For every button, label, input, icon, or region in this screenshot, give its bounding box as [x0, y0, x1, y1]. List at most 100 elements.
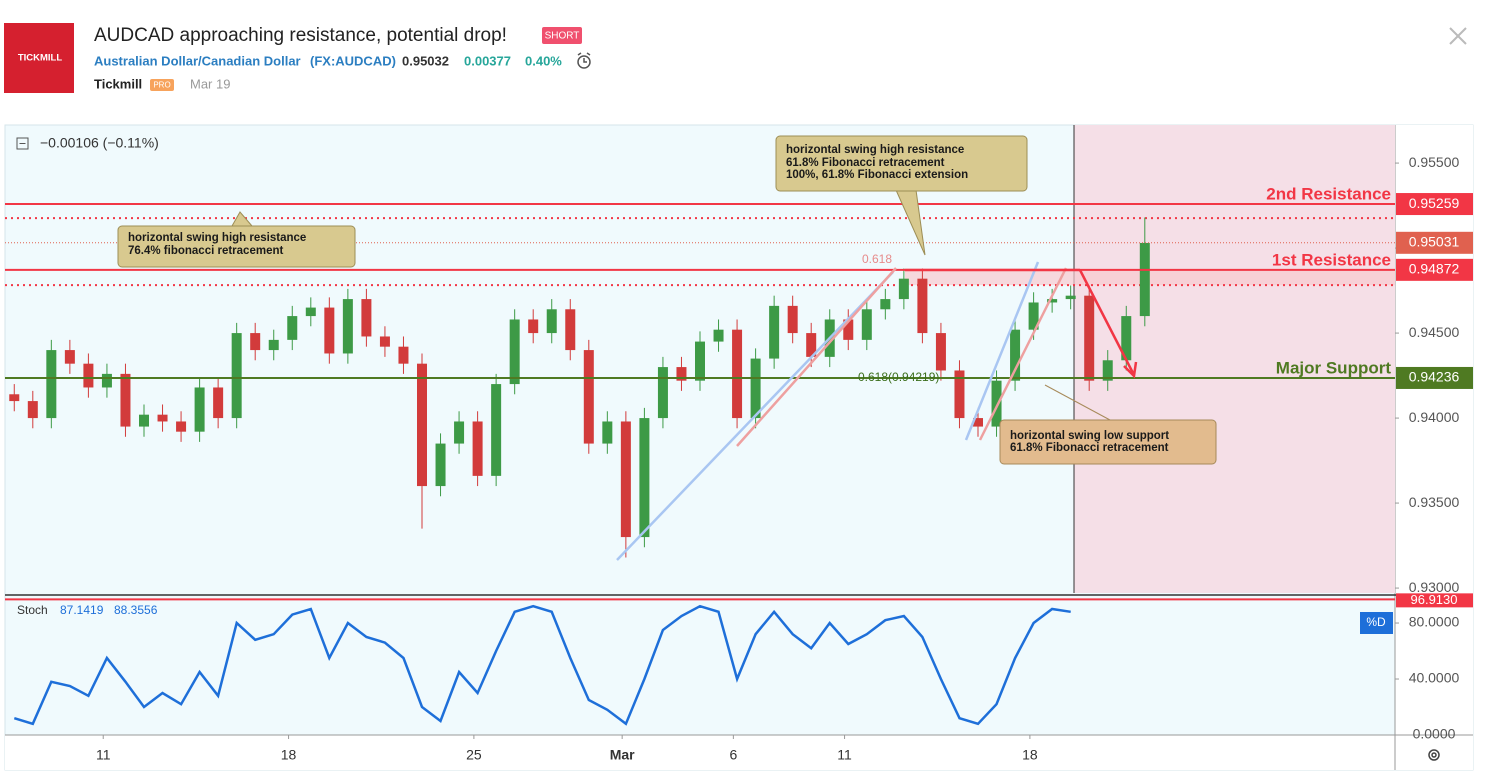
candle-body	[676, 367, 687, 381]
indicator-value: 88.3556	[114, 603, 158, 617]
candle-body	[417, 363, 427, 487]
y-tick-label: 0.94500	[1409, 324, 1460, 340]
logo-text: TICKMILL	[18, 53, 63, 64]
symbol[interactable]: (FX:AUDCAD)	[310, 53, 396, 68]
y-tick-label: 0.93500	[1409, 494, 1460, 510]
candle-body	[1028, 302, 1039, 330]
candle-body	[454, 421, 465, 444]
candle-body	[305, 307, 316, 317]
y-tick-label: 0.94000	[1409, 409, 1460, 425]
callout-tail	[231, 211, 253, 227]
idea-title: AUDCAD approaching resistance, potential…	[94, 25, 507, 46]
price: 0.95032	[402, 53, 449, 68]
resistance-zone	[905, 269, 1395, 286]
candle-body	[139, 414, 149, 427]
candle-body	[565, 309, 576, 351]
candle-body	[231, 333, 242, 419]
callout-text: horizontal swing high resistance	[128, 232, 306, 244]
author-badge	[150, 79, 174, 91]
candle-body	[1139, 242, 1150, 317]
callout-text: 100%, 61.8% Fibonacci extension	[786, 169, 968, 181]
level-label: 0.95259	[1409, 195, 1460, 211]
candle-body	[1047, 299, 1058, 303]
candle-body	[695, 341, 705, 381]
indicator-badge-text: %D	[1366, 615, 1386, 629]
x-tick-label: Mar	[610, 747, 635, 763]
indicator-line	[13, 604, 1071, 726]
candle-body	[176, 421, 187, 432]
author-badge-text: PRO	[153, 81, 170, 90]
level-name: 1st Resistance	[1272, 250, 1391, 269]
candle-body	[398, 346, 409, 364]
candle-body	[509, 319, 520, 385]
callout-tail	[895, 189, 926, 256]
x-tick-label: 6	[729, 747, 737, 763]
candle-body	[268, 339, 279, 351]
drawings	[616, 261, 1138, 561]
candle-body	[991, 380, 1002, 427]
candle-body	[1121, 316, 1132, 361]
candle-body	[194, 387, 205, 432]
level-box	[1396, 366, 1473, 389]
candle-body	[861, 309, 872, 340]
y-tick-label: 80.0000	[1409, 614, 1460, 630]
symbol-name[interactable]: Australian Dollar/Canadian Dollar	[94, 53, 301, 68]
callout-text: horizontal swing high resistance	[786, 144, 964, 156]
change-pct: 0.40%	[525, 53, 562, 68]
callout-tail	[1044, 384, 1111, 421]
badge-text: SHORT	[545, 31, 580, 42]
candle-body	[324, 307, 335, 354]
level-label: 0.94236	[1409, 369, 1460, 385]
candle-body	[750, 358, 761, 419]
candle-body	[583, 350, 594, 444]
candle-body	[46, 350, 57, 419]
time-axis	[5, 735, 1473, 770]
y-tick-label: 0.93000	[1409, 579, 1460, 595]
candle-body	[954, 370, 965, 419]
candle-body	[120, 373, 131, 427]
fib-label: 0.618	[862, 252, 892, 266]
candle-body	[213, 387, 224, 419]
callout-text: horizontal swing low support	[1010, 430, 1169, 442]
candle-body	[769, 305, 780, 359]
candle-body	[620, 421, 631, 538]
level-label: 0.94872	[1409, 261, 1460, 277]
y-tick-label: 0.95500	[1409, 154, 1460, 170]
candle-body	[546, 309, 557, 334]
candle-body	[843, 319, 854, 340]
candle-body	[287, 316, 298, 340]
candle-body	[935, 333, 946, 371]
candle-body	[250, 333, 261, 351]
candle-body	[1010, 329, 1021, 381]
change: 0.00377	[464, 53, 511, 68]
candle-body	[657, 367, 668, 419]
x-tick-label: 25	[466, 747, 482, 763]
collapse-icon[interactable]	[16, 137, 29, 150]
settings-icon[interactable]	[1428, 749, 1440, 761]
y-tick-label: 40.0000	[1409, 670, 1460, 686]
candle-body	[732, 329, 743, 419]
candle-body	[101, 373, 112, 388]
x-tick-label: 11	[837, 747, 852, 763]
candle-body	[83, 363, 94, 388]
candle-body	[64, 350, 75, 364]
level-box	[1396, 231, 1473, 254]
candle-body	[787, 305, 798, 334]
y-tick-label: 0.0000	[1413, 726, 1456, 742]
candle-body	[27, 401, 38, 419]
author[interactable]: Tickmill	[94, 76, 142, 91]
candle-body	[342, 299, 353, 354]
level-name: Major Support	[1276, 358, 1392, 377]
alert-icon[interactable]	[577, 52, 591, 69]
indicator-badge	[1360, 612, 1393, 634]
close-button[interactable]	[1449, 27, 1467, 45]
date: Mar 19	[190, 76, 230, 91]
indicator-level-box	[1396, 593, 1473, 608]
callout	[999, 419, 1217, 465]
candle-body	[917, 278, 928, 334]
level-name: 2nd Resistance	[1266, 185, 1391, 204]
candle-body	[602, 421, 613, 444]
candle-body	[361, 299, 372, 337]
level-box	[1396, 258, 1473, 281]
